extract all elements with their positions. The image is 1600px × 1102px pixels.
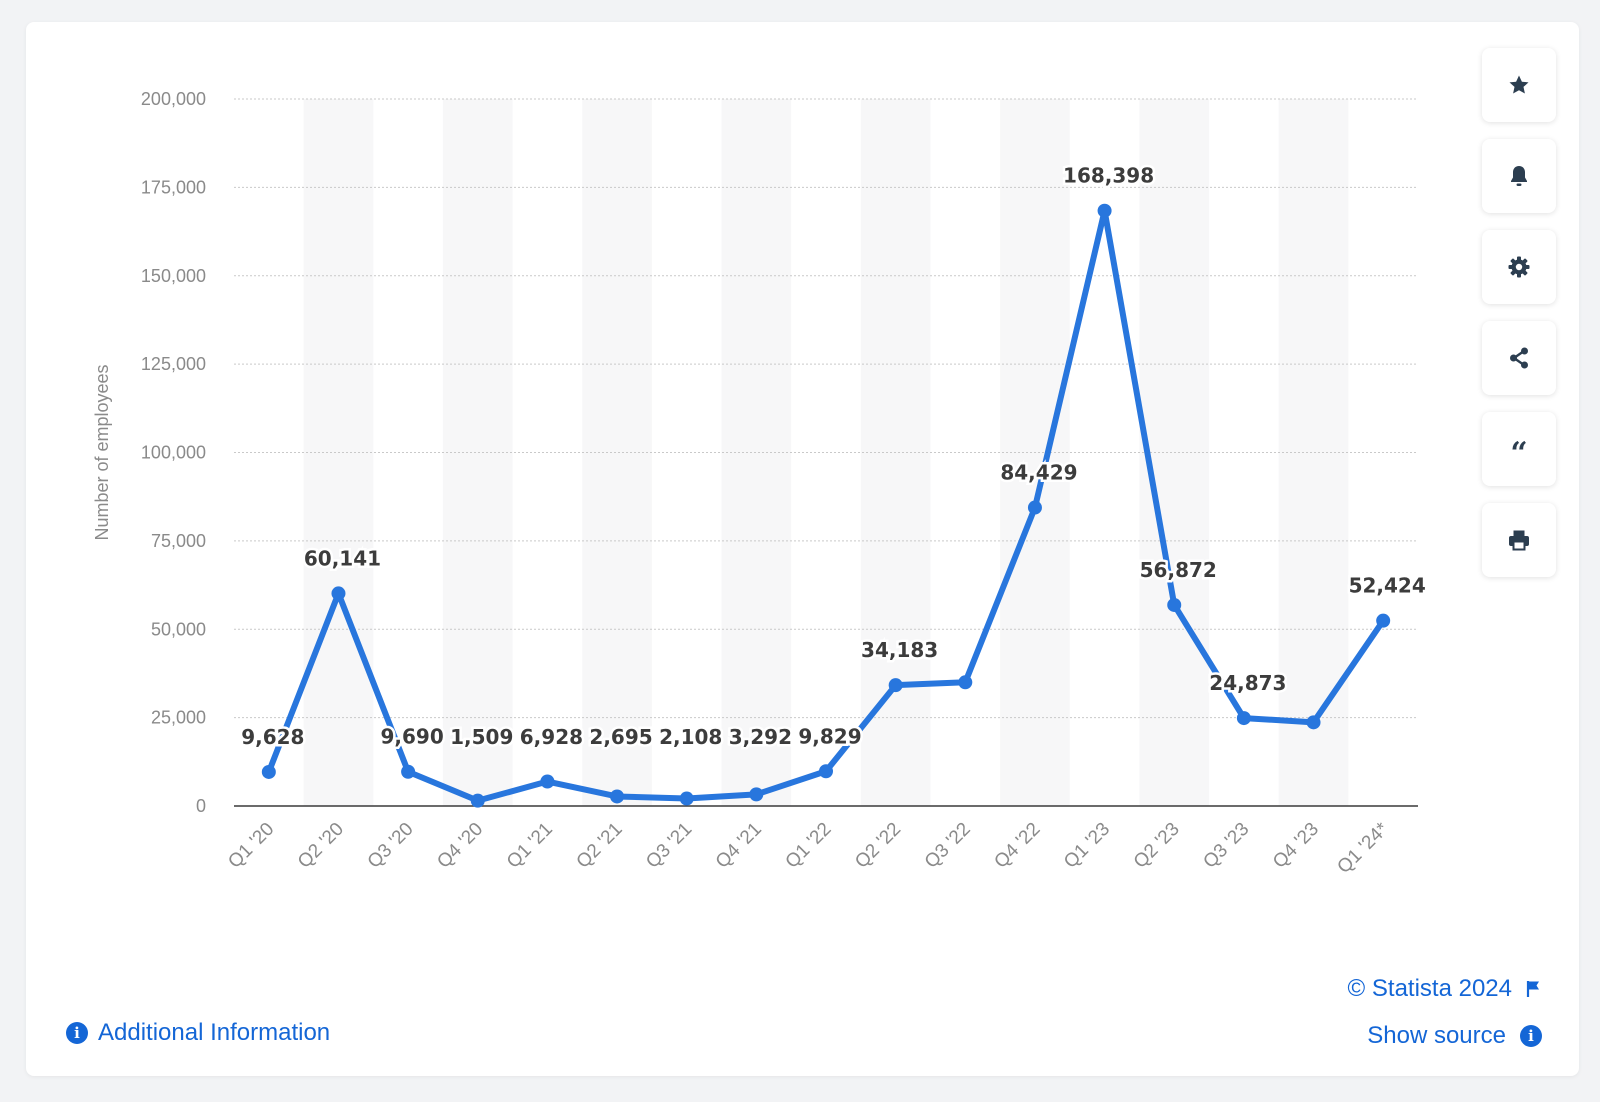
share-button[interactable] <box>1482 321 1556 395</box>
column-band <box>582 99 652 806</box>
data-point <box>261 764 276 779</box>
data-label: 2,695 <box>589 725 652 749</box>
data-label: 24,873 <box>1209 671 1286 695</box>
x-tick-label: Q1 '21 <box>503 819 557 873</box>
gridlines <box>234 98 1418 719</box>
copyright: © Statista 2024 <box>1348 975 1542 1003</box>
show-source-link[interactable]: Show source i <box>1367 1022 1542 1050</box>
quote-icon: “ <box>1510 436 1528 471</box>
data-point <box>679 791 694 806</box>
info-icon: i <box>1520 1025 1542 1047</box>
x-tick-label: Q1 '23 <box>1060 819 1114 873</box>
x-tick-label: Q1 '20 <box>224 819 278 873</box>
x-axis-ticks: Q1 '20 Q2 '20 Q3 '20 Q4 '20 Q1 '21 Q2 '21 Q3 '… <box>224 818 1393 878</box>
favorite-button[interactable] <box>1482 48 1556 122</box>
data-point <box>819 764 833 779</box>
data-label: 6,928 <box>520 725 583 749</box>
data-point <box>749 787 764 802</box>
x-tick-label: Q3 '22 <box>921 819 975 873</box>
data-point <box>470 793 485 808</box>
data-point <box>1306 715 1321 730</box>
additional-information-label: Additional Information <box>98 1019 331 1046</box>
data-point <box>1167 597 1182 612</box>
data-label: 1,509 <box>450 725 513 749</box>
share-icon <box>1510 347 1528 369</box>
gear-icon <box>1508 256 1530 278</box>
data-point <box>331 586 346 601</box>
data-label: 60,141 <box>304 546 381 570</box>
data-label: 9,628 <box>241 725 304 749</box>
x-tick-label: Q4 '23 <box>1269 819 1323 873</box>
column-band <box>1278 99 1349 806</box>
bell-icon <box>1511 166 1527 186</box>
y-tick-label: 75,000 <box>151 531 206 551</box>
series-line <box>265 207 1387 804</box>
y-tick-label: 175,000 <box>141 177 206 197</box>
x-tick-label: Q4 '21 <box>712 819 766 873</box>
y-tick-label: 100,000 <box>141 443 206 463</box>
y-tick-label: 50,000 <box>151 619 206 639</box>
x-tick-label: Q2 '23 <box>1130 819 1184 873</box>
data-label: 168,398 <box>1063 164 1154 188</box>
data-label: 9,829 <box>798 724 861 748</box>
data-point <box>540 774 555 789</box>
copyright-label: © Statista 2024 <box>1347 975 1512 1002</box>
data-point <box>1097 203 1112 218</box>
settings-button[interactable] <box>1482 230 1556 304</box>
notification-button[interactable] <box>1482 139 1556 213</box>
toolbar: “ <box>1482 48 1556 594</box>
x-tick-label: Q2 '22 <box>851 819 905 873</box>
print-button[interactable] <box>1482 503 1556 577</box>
data-point <box>1236 711 1251 726</box>
flag-icon[interactable] <box>1526 980 1542 998</box>
show-source-label: Show source <box>1367 1022 1506 1049</box>
data-point <box>888 678 903 693</box>
y-axis-label: Number of employees <box>92 364 112 540</box>
printer-icon <box>1509 530 1529 551</box>
x-tick-label: Q4 '20 <box>433 819 487 873</box>
y-tick-label: 125,000 <box>141 354 206 374</box>
y-axis-ticks: 0 25,000 50,000 75,000 100,000 125,000 150,000… <box>141 89 206 816</box>
data-label: 84,429 <box>1000 461 1077 485</box>
data-point <box>401 764 416 779</box>
y-tick-label: 25,000 <box>151 708 206 728</box>
y-tick-label: 150,000 <box>141 266 206 286</box>
data-label: 34,183 <box>861 638 938 662</box>
x-tick-label: Q1 '22 <box>782 819 836 873</box>
x-tick-label: Q3 '23 <box>1199 819 1253 873</box>
data-point <box>1027 500 1042 515</box>
info-icon: i <box>66 1022 88 1044</box>
x-tick-label: Q3 '20 <box>364 819 418 873</box>
data-label: 2,108 <box>659 725 722 749</box>
data-labels: 9,628 60,141 9,690 1,509 6,928 2,695 2,108 3,29… <box>239 161 1429 751</box>
chart-card: 0 25,000 50,000 75,000 100,000 125,000 150,000… <box>26 22 1579 1076</box>
x-tick-label: Q3 '21 <box>642 819 696 873</box>
x-tick-label: Q1 '24* <box>1333 818 1393 878</box>
x-tick-label: Q4 '22 <box>990 819 1044 873</box>
data-label: 56,872 <box>1140 558 1217 582</box>
star-icon <box>1509 75 1529 94</box>
data-label: 3,292 <box>729 725 792 749</box>
data-point <box>958 675 973 690</box>
cite-button[interactable]: “ <box>1482 412 1556 486</box>
data-point <box>610 789 625 804</box>
y-tick-label: 200,000 <box>141 89 206 109</box>
additional-information-link[interactable]: i Additional Information <box>66 1019 330 1047</box>
x-tick-label: Q2 '21 <box>573 819 627 873</box>
line-chart: 0 25,000 50,000 75,000 100,000 125,000 150,000… <box>92 89 1429 878</box>
data-label: 52,424 <box>1349 574 1426 598</box>
x-tick-label: Q2 '20 <box>294 819 348 873</box>
data-point <box>1376 613 1391 628</box>
series-points <box>261 203 1391 808</box>
data-label: 9,690 <box>380 725 443 749</box>
y-tick-label: 0 <box>196 796 206 816</box>
